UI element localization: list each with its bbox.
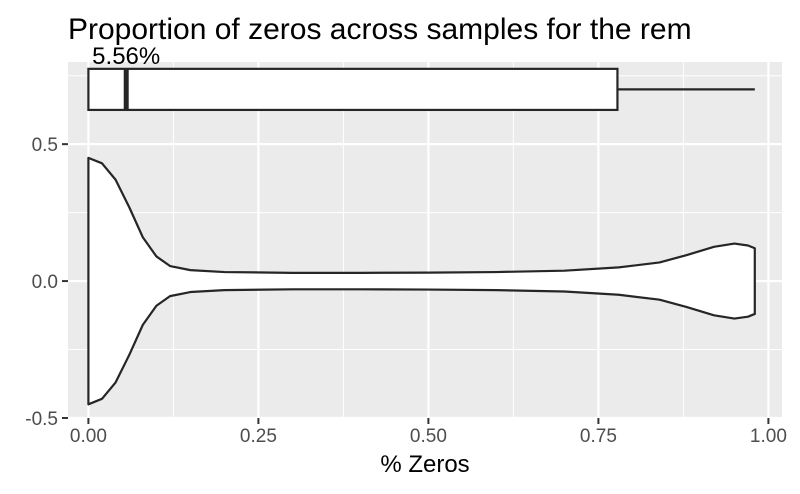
x-axis-title: % Zeros [380,451,469,478]
chart-marks: 5.56% [87,43,756,406]
boxplot-box [87,67,619,112]
y-tick-label: -0.5 [25,409,58,430]
axes: 0.00 0.25 0.50 0.75 1.00 -0.5 0.0 0.5 [25,135,787,447]
x-tick-label: 0.50 [410,426,447,447]
x-tick-label: 0.25 [240,426,277,447]
median-label: 5.56% [92,43,160,70]
x-tick-label: 0.75 [580,426,617,447]
chart-title: Proportion of zeros across samples for t… [68,13,692,46]
y-tick-label: 0.0 [32,272,58,293]
violin-shape [87,156,756,406]
plot-panel [68,62,782,418]
y-tick-label: 0.5 [32,135,58,156]
x-tick-label: 0.00 [70,426,107,447]
x-tick-label: 1.00 [750,426,787,447]
